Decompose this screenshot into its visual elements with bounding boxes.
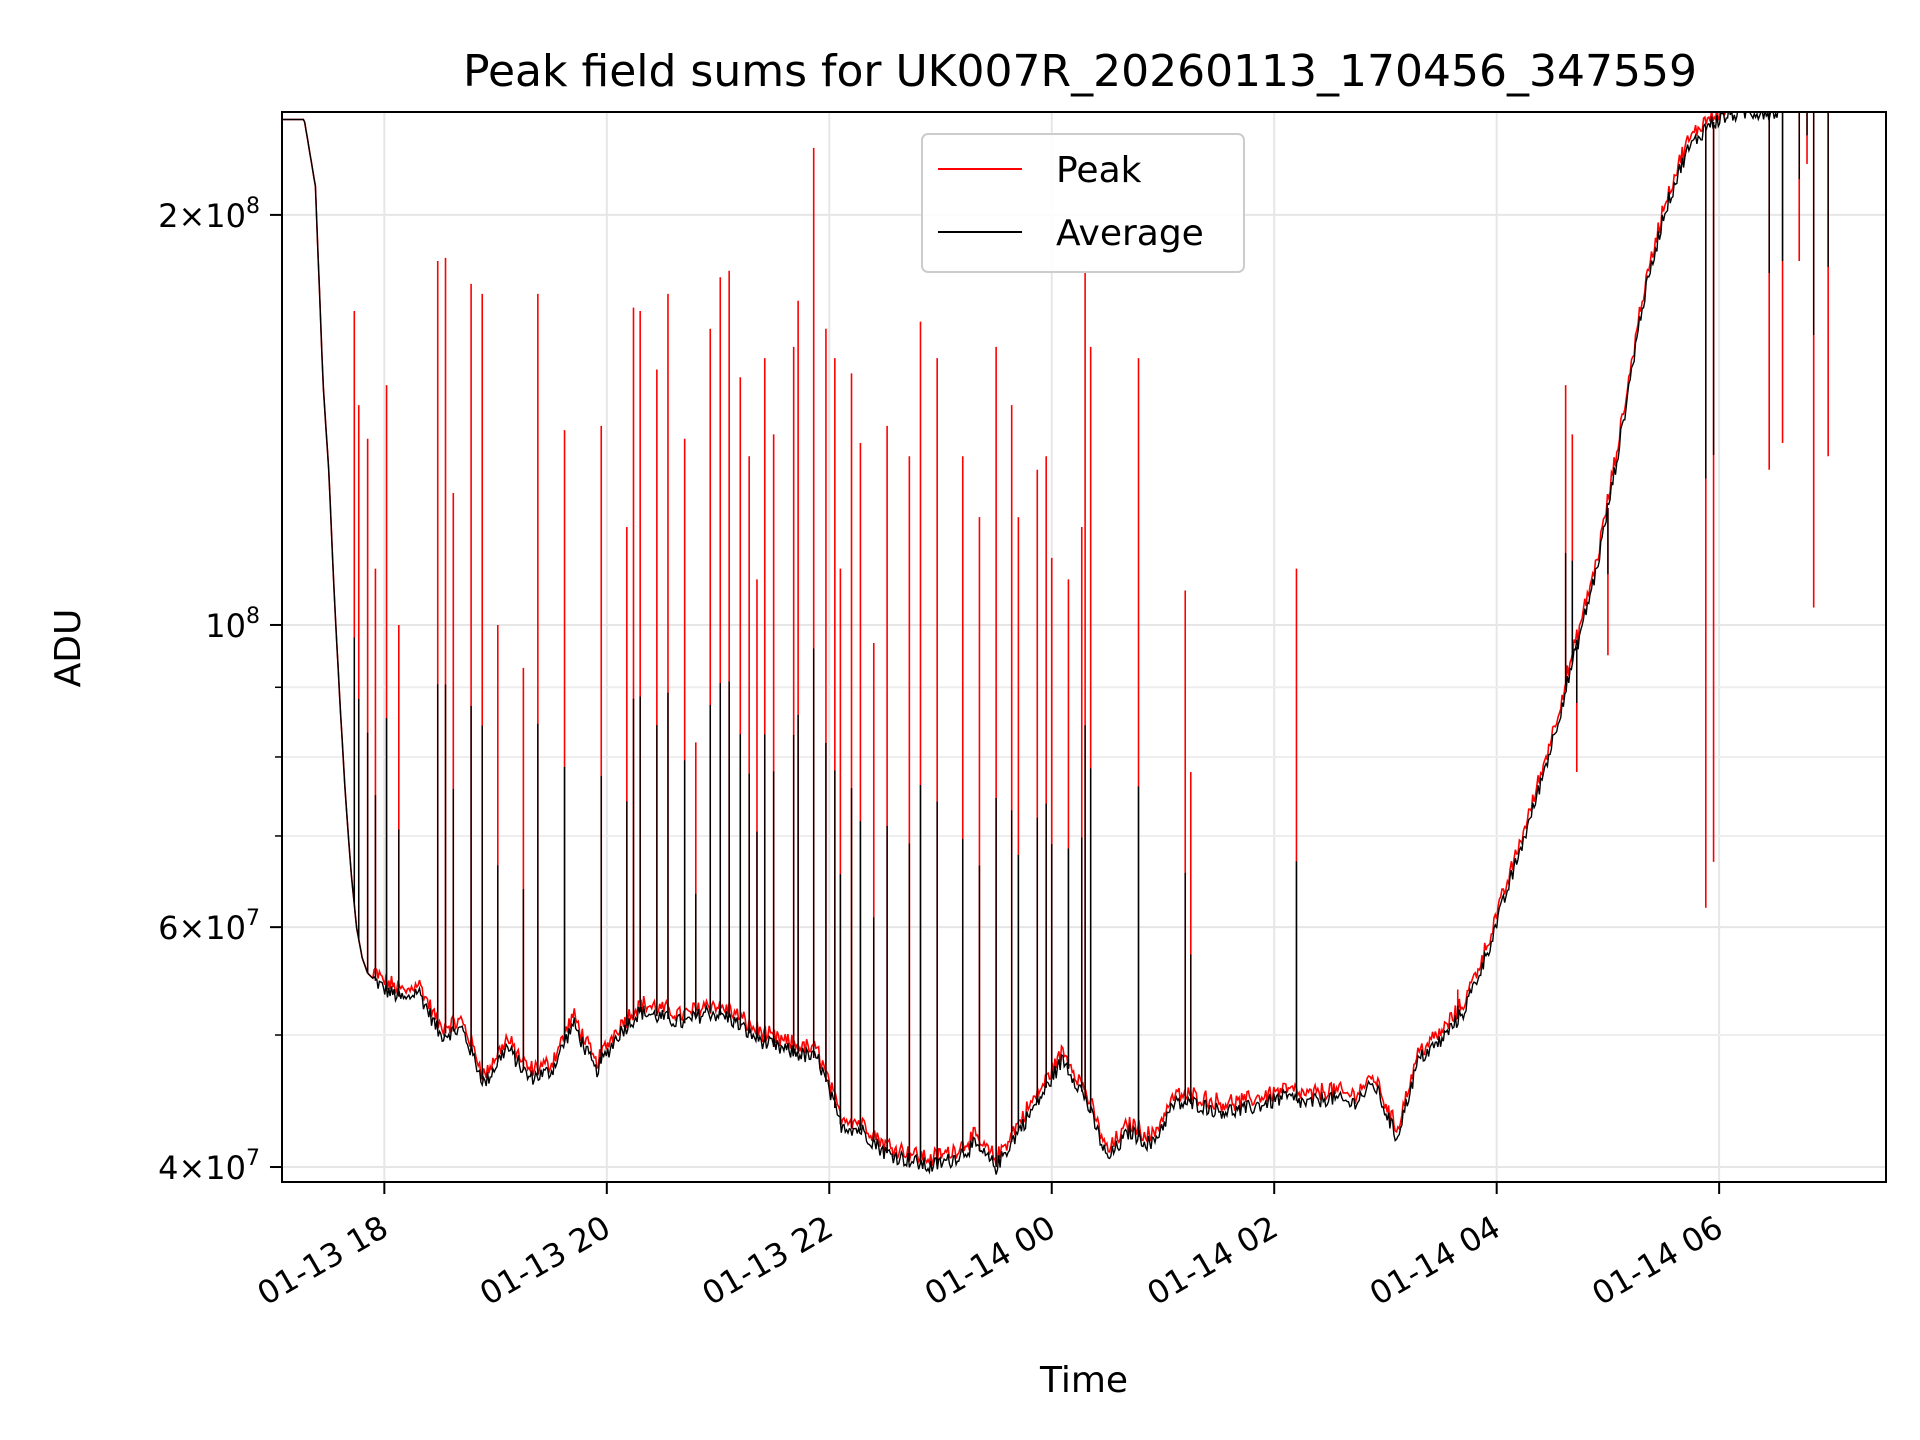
x-axis-label: Time [1039, 1360, 1128, 1401]
plot-series [282, 112, 1886, 1175]
peak-line [282, 112, 1886, 1166]
y-axis-label: ADU [48, 609, 89, 688]
y-axis: 4×107 6×107 108 2×108 [158, 194, 282, 1187]
average-series [282, 112, 1886, 1175]
average-line [282, 112, 1886, 1175]
y-tick-label: 6×107 [158, 906, 260, 947]
y-tick-label: 4×107 [158, 1146, 260, 1187]
y-tick-label: 2×108 [158, 194, 260, 235]
legend: Peak Average [921, 133, 1245, 273]
chart-title: Peak field sums for UK007R_20260113_1704… [463, 46, 1697, 97]
legend-average-label: Average [1056, 213, 1204, 254]
legend-peak-label: Peak [1056, 150, 1142, 191]
y-tick-label: 108 [205, 604, 260, 645]
plot-frame [281, 111, 1887, 1183]
